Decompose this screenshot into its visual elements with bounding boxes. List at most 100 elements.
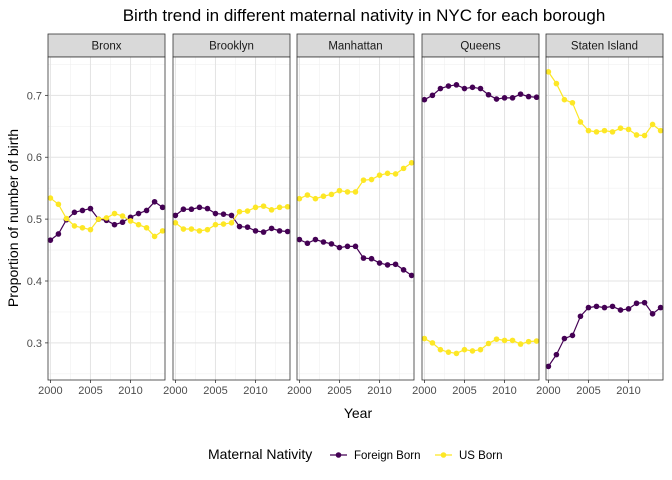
chart-title: Birth trend in different maternal nativi… <box>123 6 606 25</box>
data-point-us-born <box>284 203 291 210</box>
data-point-us-born <box>236 208 243 215</box>
data-point-us-born <box>111 210 118 217</box>
data-point-foreign-born <box>320 239 327 245</box>
data-point-us-born <box>429 340 436 346</box>
data-point-us-born <box>569 99 576 106</box>
data-point-us-born <box>501 337 508 344</box>
data-point-us-born <box>352 189 359 195</box>
x-tick-label: 2010 <box>616 385 640 397</box>
data-point-foreign-born <box>641 299 648 306</box>
data-point-us-born <box>103 215 110 221</box>
data-point-foreign-born <box>609 303 616 310</box>
data-point-us-born <box>477 346 484 353</box>
data-point-us-born <box>204 226 211 233</box>
x-tick-label: 2010 <box>367 385 391 397</box>
data-point-us-born <box>344 189 351 195</box>
data-point-us-born <box>220 221 227 227</box>
data-point-foreign-born <box>509 95 516 101</box>
x-tick-label: 2005 <box>78 385 102 397</box>
panel-bronx: Bronx 2000 2005 2010 0.3 0.4 0.5 0.6 0.7 <box>27 33 166 397</box>
legend-title: Maternal Nativity <box>208 446 312 462</box>
data-point-foreign-born <box>368 255 375 262</box>
data-point-foreign-born <box>304 240 311 247</box>
data-point-us-born <box>55 201 62 208</box>
data-point-us-born <box>180 226 187 232</box>
panel-queens: Queens 2000 2005 2010 <box>412 33 540 397</box>
data-point-foreign-born <box>553 351 560 358</box>
data-point-foreign-born <box>517 91 524 97</box>
data-point-foreign-born <box>79 207 86 214</box>
data-point-foreign-born <box>569 332 576 339</box>
panel-brooklyn: Brooklyn 2000 2005 2010 <box>163 33 291 397</box>
data-point-foreign-born <box>352 243 359 250</box>
data-point-foreign-born <box>384 262 391 268</box>
data-point-foreign-born <box>268 225 275 232</box>
x-tick-label: 2005 <box>576 385 600 397</box>
data-point-foreign-born <box>453 82 460 88</box>
data-point-us-born <box>143 224 150 231</box>
data-point-us-born <box>127 218 134 224</box>
x-tick-label: 2005 <box>452 385 476 397</box>
data-point-us-born <box>384 170 391 177</box>
data-point-foreign-born <box>633 300 640 307</box>
data-point-foreign-born <box>344 243 351 250</box>
data-point-foreign-born <box>143 207 150 214</box>
x-tick-label: 2000 <box>163 385 187 397</box>
panel-background <box>297 57 414 380</box>
x-tick-label: 2000 <box>38 385 62 397</box>
x-tick-label: 2000 <box>536 385 560 397</box>
data-point-us-born <box>408 160 415 166</box>
legend-entry-us-born: US Born <box>435 450 502 462</box>
data-point-us-born <box>633 132 640 138</box>
data-point-foreign-born <box>561 335 568 342</box>
data-point-foreign-born <box>151 198 158 205</box>
data-point-foreign-born <box>212 210 219 217</box>
legend-label: US Born <box>459 450 502 462</box>
y-tick-label: 0.4 <box>27 276 42 288</box>
data-point-us-born <box>625 126 632 133</box>
data-point-foreign-born <box>400 267 407 273</box>
data-point-foreign-born <box>601 304 608 311</box>
data-point-foreign-born <box>392 261 399 268</box>
data-point-foreign-born <box>429 92 436 99</box>
data-point-foreign-born <box>71 209 78 216</box>
data-point-us-born <box>47 195 54 201</box>
panel-border <box>545 56 664 381</box>
data-point-foreign-born <box>408 272 415 279</box>
data-point-us-born <box>336 187 343 194</box>
data-point-us-born <box>553 80 560 87</box>
x-tick-label: 2010 <box>118 385 142 397</box>
data-point-foreign-born <box>228 212 235 219</box>
data-point-us-born <box>461 346 468 353</box>
data-point-us-born <box>71 223 78 229</box>
data-point-us-born <box>469 348 476 354</box>
data-point-us-born <box>533 338 540 344</box>
data-point-us-born <box>119 213 126 219</box>
data-point-us-born <box>509 337 516 344</box>
data-point-foreign-born <box>220 211 227 217</box>
data-point-us-born <box>577 119 584 125</box>
data-point-us-born <box>400 165 407 172</box>
data-point-foreign-born <box>244 224 251 230</box>
data-point-us-born <box>87 226 94 233</box>
data-point-us-born <box>437 346 444 353</box>
data-point-foreign-born <box>376 260 383 266</box>
data-point-foreign-born <box>493 96 500 102</box>
data-point-us-born <box>392 171 399 177</box>
data-point-us-born <box>360 177 367 183</box>
panel-border <box>421 56 540 381</box>
data-point-us-born <box>95 216 102 222</box>
data-point-us-born <box>368 176 375 183</box>
data-point-foreign-born <box>47 237 54 243</box>
data-point-foreign-born <box>437 85 444 92</box>
data-point-us-born <box>172 220 179 226</box>
data-point-foreign-born <box>159 204 166 211</box>
x-tick-label: 2005 <box>327 385 351 397</box>
data-point-us-born <box>268 207 275 213</box>
data-point-us-born <box>376 172 383 178</box>
data-point-foreign-born <box>188 206 195 213</box>
data-point-foreign-born <box>461 85 468 92</box>
data-point-us-born <box>601 127 608 134</box>
data-point-us-born <box>188 226 195 232</box>
data-point-foreign-born <box>593 303 600 310</box>
